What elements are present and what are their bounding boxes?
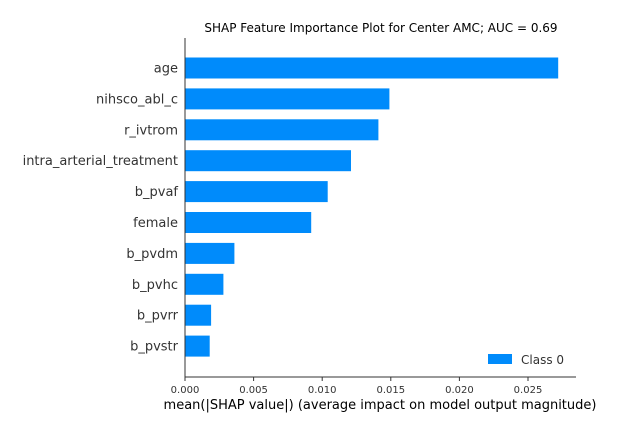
x-ticks-group: 0.000 0.005 0.010 0.015 0.020 0.025 — [171, 377, 543, 396]
x-tick-label: 0.000 — [171, 385, 200, 396]
y-tick-label: b_pvstr — [130, 340, 179, 355]
bar-b_pvstr — [185, 335, 210, 357]
y-tick-label: intra_arterial_treatment — [23, 154, 178, 169]
bar-intra_arterial_treatment — [185, 150, 351, 172]
legend-swatch — [488, 354, 512, 364]
bar-female — [185, 212, 312, 233]
legend-label: Class 0 — [521, 353, 564, 367]
bar-b_pvhc — [185, 273, 224, 295]
x-axis-label: mean(|SHAP value|) (average impact on mo… — [164, 398, 597, 413]
y-tick-label: b_pvdm — [126, 247, 178, 262]
legend: Class 0 — [488, 353, 564, 367]
y-tick-label: nihsco_abl_c — [96, 92, 178, 107]
x-tick-label: 0.015 — [376, 385, 405, 396]
bar-b_pvrr — [185, 304, 212, 326]
bar-b_pvaf — [185, 181, 328, 203]
y-tick-label: b_pvrr — [137, 309, 179, 324]
x-tick-label: 0.010 — [308, 385, 337, 396]
y-tick-label: r_ivtrom — [124, 123, 178, 138]
y-labels-group: age nihsco_abl_c r_ivtrom intra_arterial_tr… — [23, 62, 179, 355]
y-tick-label: b_pvaf — [135, 185, 179, 200]
y-tick-label: female — [133, 216, 178, 231]
bar-age — [185, 57, 559, 79]
y-tick-label: age — [154, 62, 178, 77]
x-tick-label: 0.020 — [445, 385, 474, 396]
x-tick-label: 0.005 — [239, 385, 268, 396]
chart-title: SHAP Feature Importance Plot for Center … — [204, 21, 557, 35]
bars-group — [185, 57, 559, 357]
bar-b_pvdm — [185, 242, 235, 264]
bar-nihsco_abl_c — [185, 88, 390, 110]
y-tick-label: b_pvhc — [132, 278, 178, 293]
bar-r_ivtrom — [185, 119, 379, 141]
x-tick-label: 0.025 — [514, 385, 543, 396]
